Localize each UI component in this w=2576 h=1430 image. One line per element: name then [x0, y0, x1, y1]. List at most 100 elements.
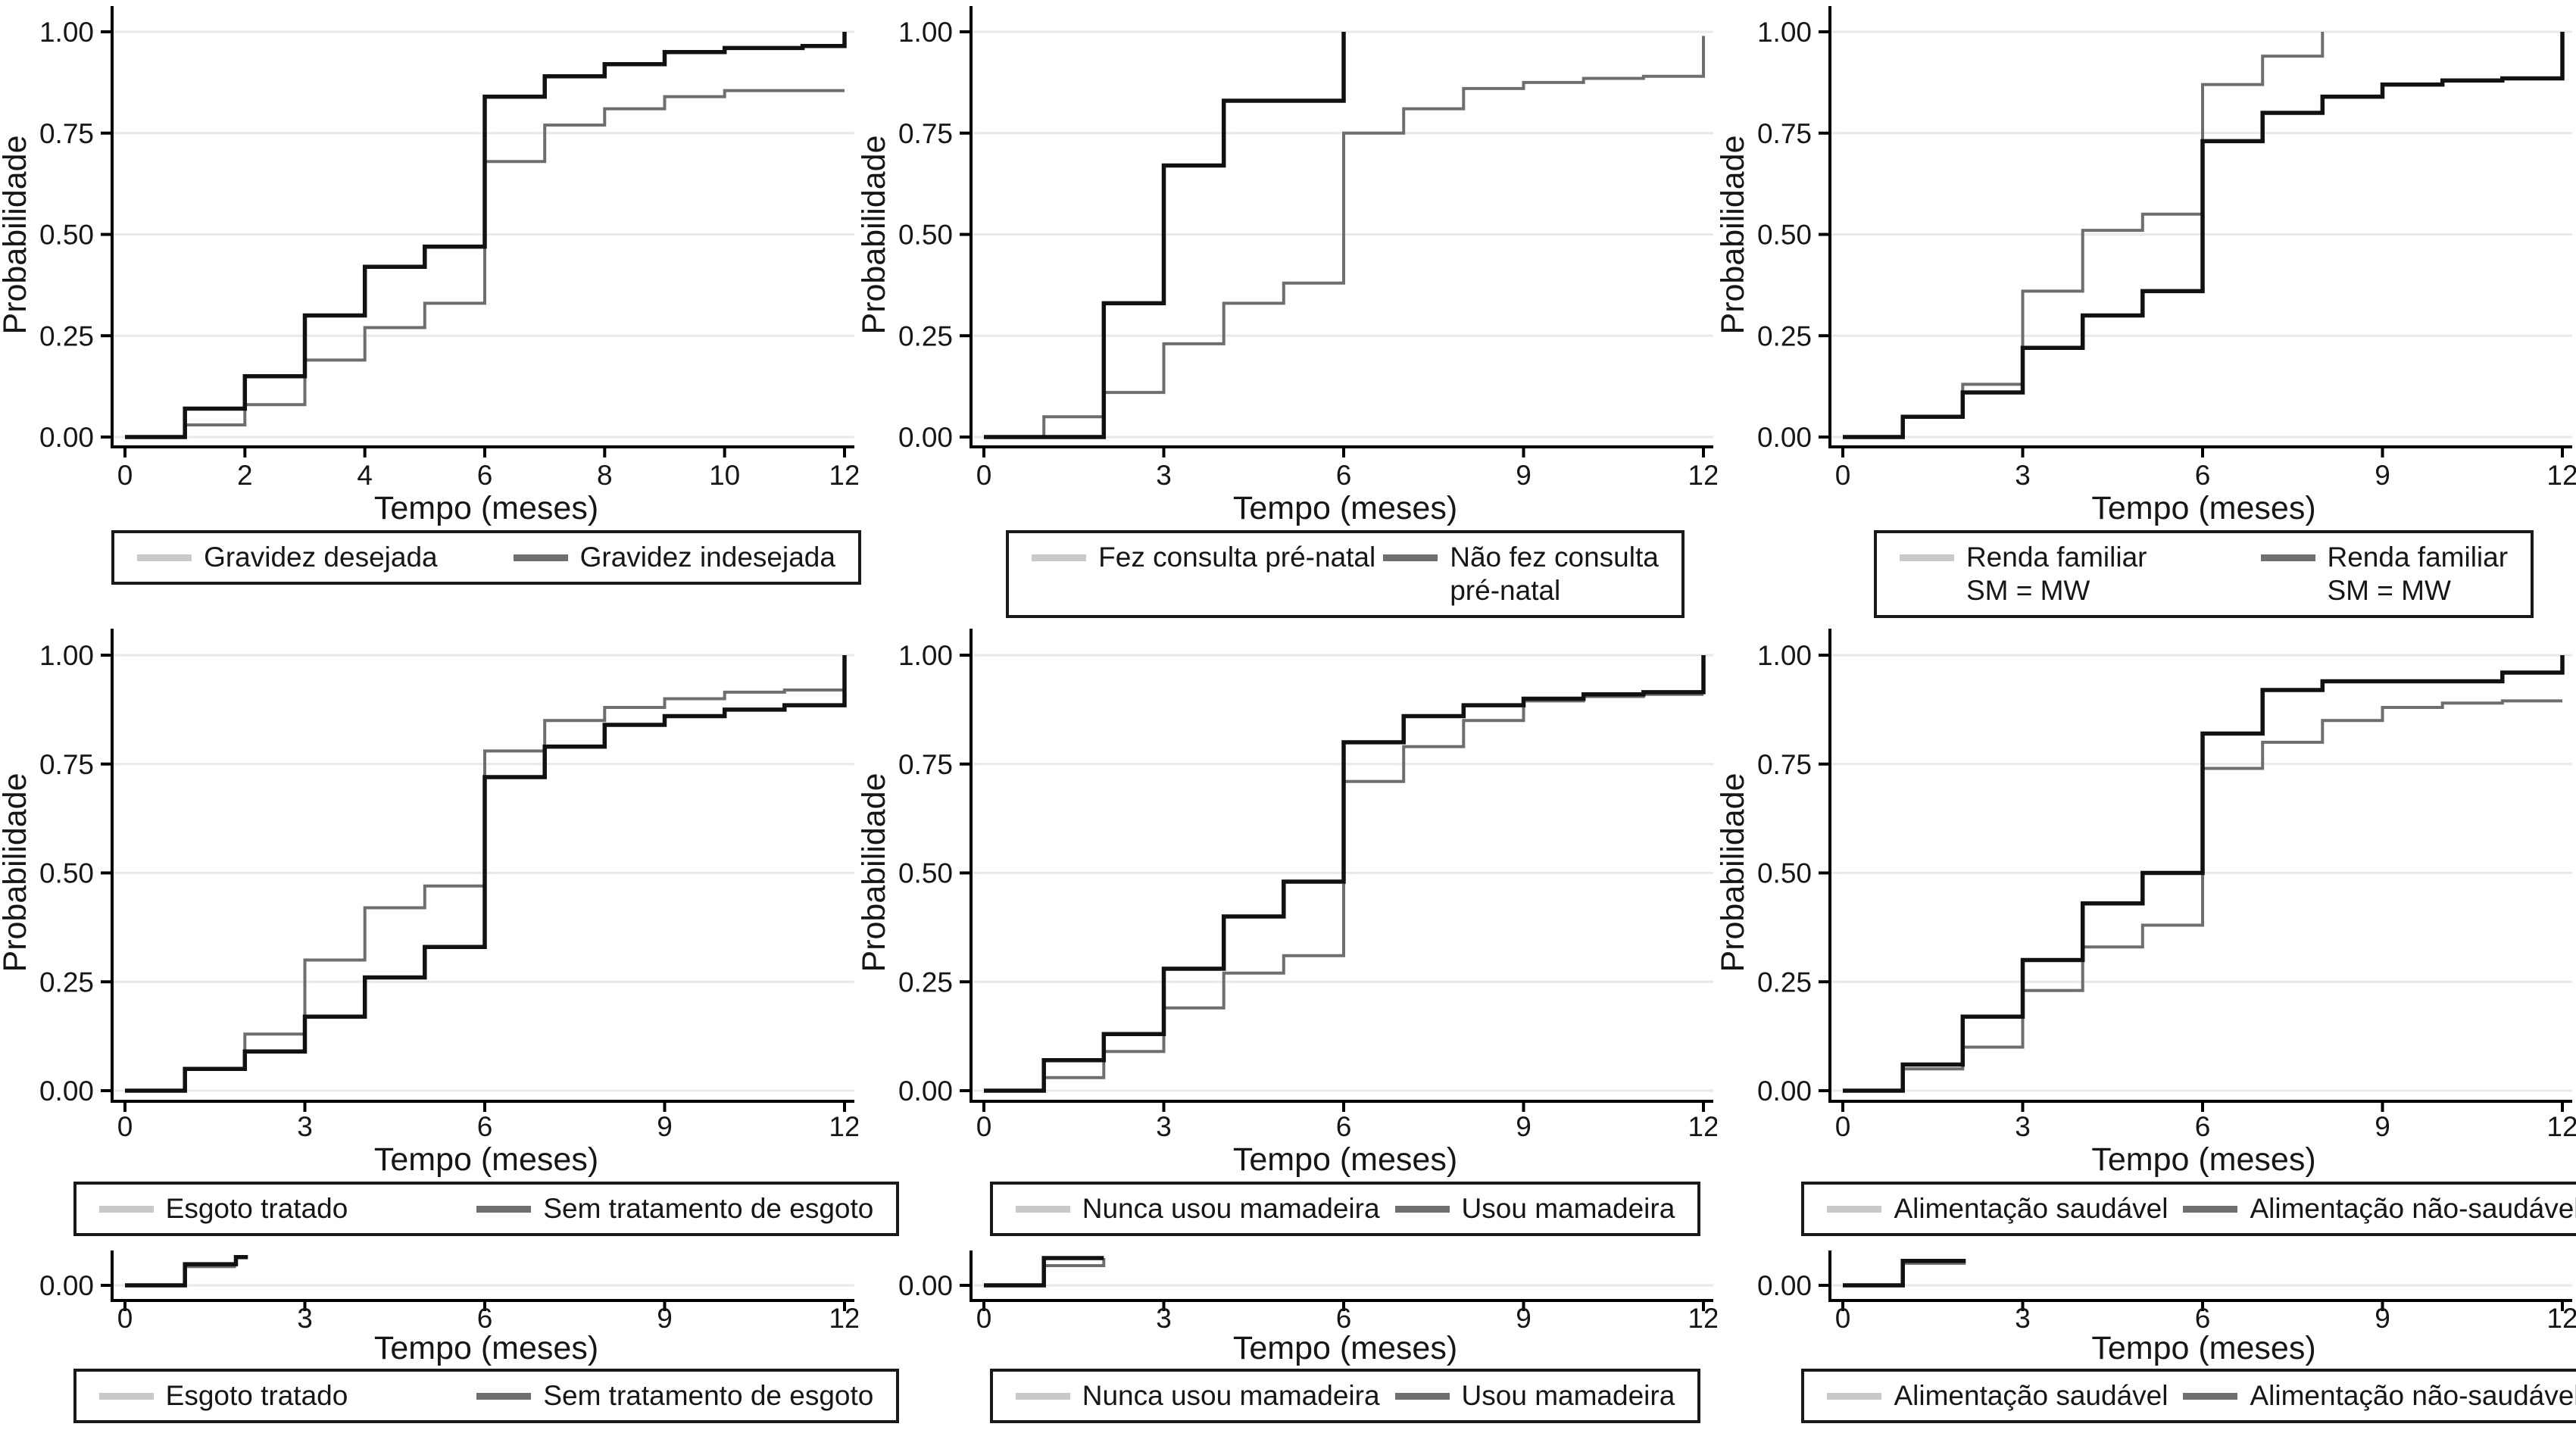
x-tick-label: 3: [297, 1111, 313, 1142]
legend-line-swatch: [2183, 1393, 2238, 1400]
legend-label-line: Gravidez desejada: [204, 542, 438, 573]
plot-alimentacao: 0.00 0.25 0.50 0.75 1.00 0 3 6 9 12 Probabilidade: [1718, 621, 2576, 1142]
legend-entry: Alimentação não-saudável: [2183, 1379, 2576, 1413]
y-tick-label: 0.00: [39, 1076, 94, 1107]
x-axis-title: Tempo (meses): [373, 1141, 599, 1178]
legend-label: Gravidez indesejada: [580, 541, 835, 574]
series-line-black: [1843, 32, 2565, 439]
y-axis-title: Probabilidade: [1718, 136, 1751, 335]
x-tick-label: 0: [976, 460, 992, 491]
y-tick-label: 0.50: [898, 858, 953, 889]
y-tick-label: 0.50: [1757, 220, 1812, 251]
x-tick-label: 6: [477, 1111, 493, 1142]
x-tick-label: 6: [2195, 460, 2211, 491]
legend-line-swatch: [98, 1206, 154, 1213]
y-tick-label: 1.00: [39, 640, 94, 671]
series-line-black: [1843, 655, 2565, 1093]
x-axis-title: Tempo (meses): [373, 1330, 599, 1366]
x-tick-label: 3: [2015, 460, 2031, 491]
y-tick-label: 0.00: [39, 1270, 94, 1301]
x-tick-label: 9: [1516, 1303, 1532, 1331]
series-line-gray: [125, 89, 845, 439]
x-tick-label: 0: [976, 1303, 992, 1331]
legend-line-swatch: [1827, 1206, 1882, 1213]
legend-line-swatch: [2183, 1206, 2238, 1213]
y-tick-label: 0.00: [898, 1076, 953, 1107]
legend-box: Alimentação saudável Alimentação não-saud…: [1801, 1369, 2576, 1423]
legend-label: Renda familiar SM = MW: [2328, 541, 2509, 607]
legend-line-swatch: [1015, 1206, 1070, 1213]
series-line-black: [125, 1255, 248, 1288]
panel-strip-mamadeira: 0.00 0 3 6 9 12 Tempo (meses) Nunca usou mama…: [859, 1246, 1718, 1430]
legend-line-swatch: [1394, 1206, 1450, 1213]
y-tick-label: 0.75: [1757, 749, 1812, 780]
legend-entry: Usou mamadeira: [1394, 1379, 1675, 1413]
x-tick-label: 12: [1688, 460, 1717, 491]
legend-box: Renda familiar SM = MW Renda familiar SM = …: [1873, 530, 2534, 618]
legend-box: Gravidez desejada Gravidez indesejada: [111, 530, 861, 585]
x-tick-label: 2: [237, 460, 253, 491]
legend-label-line: Nunca usou mamadeira: [1082, 1193, 1380, 1224]
legend-entry: Renda familiar SM = MW: [2260, 541, 2509, 607]
legend-label: Fez consulta pré-natal: [1098, 541, 1375, 574]
x-tick-label: 3: [2015, 1111, 2031, 1142]
legend-label-line: Fez consulta pré-natal: [1098, 542, 1376, 573]
plot-strip-alimentacao: 0.00 0 3 6 9 12: [1718, 1246, 2576, 1331]
legend-label-line: Renda familiar: [1966, 542, 2147, 573]
legend-box: Esgoto tratado Sem tratamento de esgoto: [73, 1369, 900, 1423]
y-tick-label: 0.00: [898, 422, 953, 453]
legend-entry: Nunca usou mamadeira: [1015, 1192, 1380, 1225]
legend-line-swatch: [476, 1393, 532, 1400]
legend-box: Alimentação saudável Alimentação não-saud…: [1801, 1182, 2576, 1236]
legend-entry: Usou mamadeira: [1394, 1192, 1675, 1225]
legend-label: Alimentação saudável: [1894, 1379, 2168, 1413]
legend-label-line: Alimentação saudável: [1894, 1193, 2169, 1224]
legend-entry: Gravidez desejada: [137, 541, 438, 574]
legend-gravidez: Gravidez desejada Gravidez indesejada: [0, 530, 861, 585]
legend-label-line: pré-natal: [1450, 575, 1561, 606]
plot-renda-familiar: 0.00 0.25 0.50 0.75 1.00 0 3 6 9 12 Probabilidade: [1718, 0, 2576, 491]
panel-strip-alimentacao: 0.00 0 3 6 9 12 Tempo (meses) Alimentação sau…: [1718, 1246, 2576, 1430]
legend-label: Nunca usou mamadeira: [1082, 1192, 1380, 1225]
y-tick-label: 0.75: [1757, 118, 1812, 149]
x-tick-label: 3: [2015, 1303, 2031, 1331]
legend-label-line: Sem tratamento de esgoto: [543, 1193, 874, 1224]
x-tick-label: 12: [1688, 1303, 1717, 1331]
step-chart-svg: 0.00 0.25 0.50 0.75 1.00 0 2 4 6 8 10 12 Probabilida…: [0, 6, 858, 491]
series-line-black: [984, 32, 1346, 439]
legend-strip-alimentacao: Alimentação saudável Alimentação não-saud…: [1718, 1369, 2576, 1423]
x-tick-label: 4: [357, 460, 373, 491]
x-tick-label: 9: [2375, 1111, 2390, 1142]
legend-label-line: SM = MW: [2327, 575, 2451, 606]
legend-label-line: Gravidez indesejada: [579, 542, 835, 573]
legend-renda-familiar: Renda familiar SM = MW Renda familiar SM = …: [1718, 530, 2576, 618]
y-tick-label: 0.75: [898, 118, 953, 149]
legend-mamadeira: Nunca usou mamadeira Usou mamadeira: [859, 1182, 1718, 1236]
legend-label: Alimentação não-saudável: [2250, 1192, 2576, 1225]
x-tick-label: 9: [2375, 460, 2390, 491]
x-tick-label: 0: [1835, 1303, 1851, 1331]
x-tick-label: 9: [1516, 460, 1532, 491]
series-line-gray: [125, 1265, 236, 1287]
y-tick-label: 0.00: [1757, 1270, 1812, 1301]
y-tick-label: 0.25: [898, 320, 953, 351]
legend-label: Alimentação não-saudável: [2250, 1379, 2576, 1413]
step-chart-svg: 0.00 0 3 6 9 12: [898, 1250, 1717, 1331]
legend-line-swatch: [1383, 554, 1438, 561]
y-axis-title: Probabilidade: [0, 136, 33, 335]
step-chart-svg: 0.00 0.25 0.50 0.75 1.00 0 3 6 9 12 Probabilidade: [1718, 6, 2576, 491]
legend-entry: Alimentação não-saudável: [2183, 1192, 2576, 1225]
panel-alimentacao: 0.00 0.25 0.50 0.75 1.00 0 3 6 9 12 Probabilidade …: [1718, 621, 2576, 1246]
x-tick-label: 0: [1835, 1111, 1851, 1142]
y-tick-label: 1.00: [39, 17, 94, 48]
legend-label: Sem tratamento de esgoto: [543, 1379, 873, 1413]
legend-entry: Esgoto tratado: [98, 1379, 348, 1413]
legend-label-line: Nunca usou mamadeira: [1082, 1380, 1380, 1411]
x-axis-title: Tempo (meses): [1232, 490, 1458, 526]
legend-box: Nunca usou mamadeira Usou mamadeira: [989, 1182, 1701, 1236]
x-tick-label: 6: [477, 1303, 493, 1331]
legend-strip-esgoto: Esgoto tratado Sem tratamento de esgoto: [0, 1369, 900, 1423]
x-tick-label: 0: [117, 1111, 133, 1142]
legend-entry: Renda familiar SM = MW: [1899, 541, 2147, 607]
step-chart-svg: 0.00 0 3 6 9 12: [39, 1250, 858, 1331]
